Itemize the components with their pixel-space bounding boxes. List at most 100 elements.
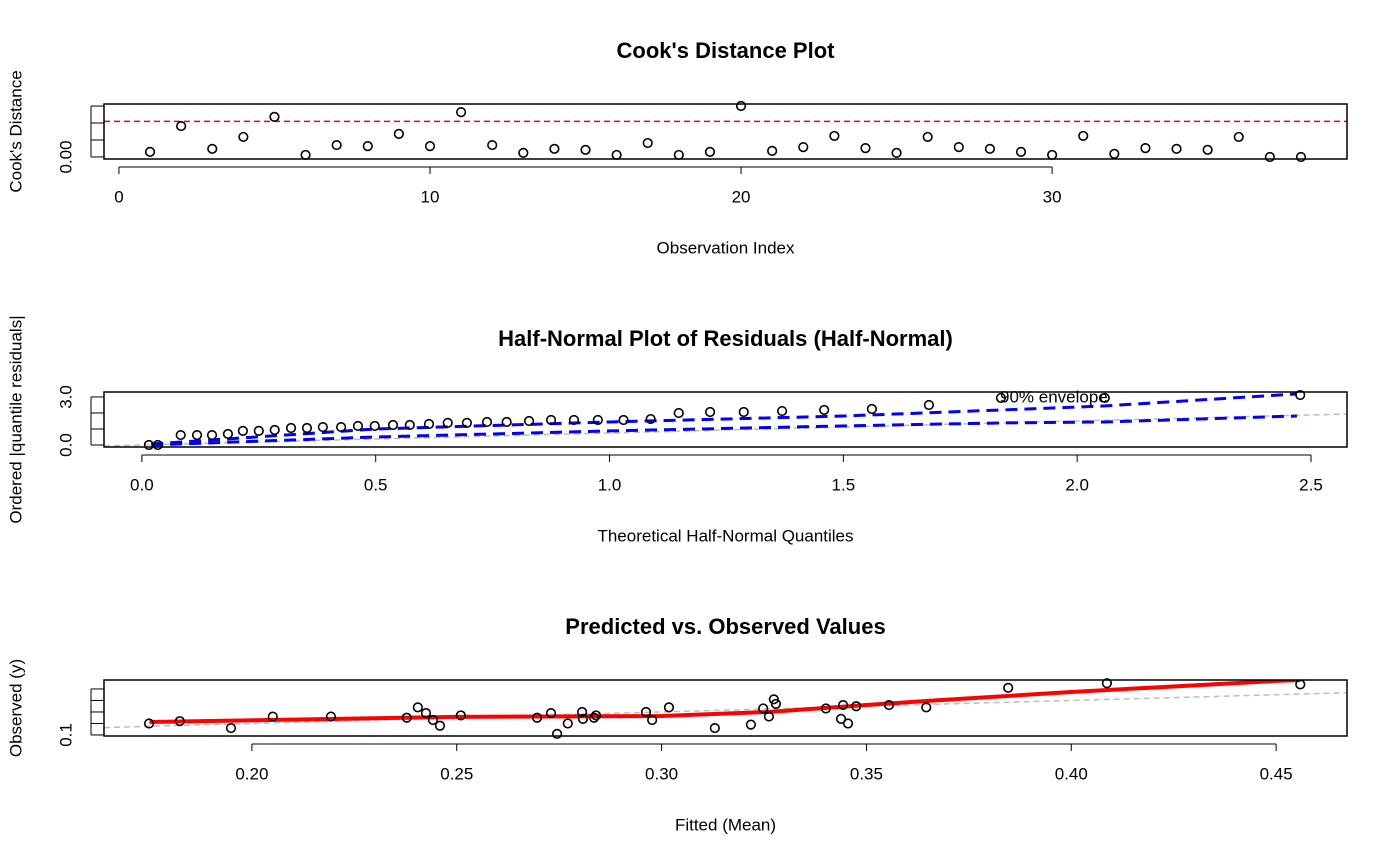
point xyxy=(238,131,249,143)
y-tick-label: 0.0 xyxy=(56,433,75,457)
plot-box xyxy=(103,391,1348,448)
point xyxy=(369,420,380,432)
point xyxy=(891,147,902,158)
point xyxy=(143,718,155,729)
point xyxy=(768,694,779,705)
x-tick-label: 2.5 xyxy=(1299,475,1323,494)
point xyxy=(835,713,847,724)
point xyxy=(176,120,187,132)
point xyxy=(1099,392,1110,404)
point xyxy=(269,111,280,123)
point xyxy=(588,712,600,723)
point xyxy=(953,142,964,153)
point xyxy=(758,703,769,714)
x-tick-label: 0.30 xyxy=(645,764,678,783)
point xyxy=(335,421,347,433)
point xyxy=(921,702,932,713)
point xyxy=(412,702,423,713)
point xyxy=(745,719,757,730)
point xyxy=(842,718,854,729)
point xyxy=(1171,143,1182,154)
envelope-upper xyxy=(151,392,1298,446)
point xyxy=(1295,151,1307,163)
x-tick-label: 0.45 xyxy=(1260,764,1293,783)
y-axis-label: Ordered |quantile residuals| xyxy=(6,315,25,523)
reference-line xyxy=(104,413,1347,447)
point xyxy=(837,699,849,711)
x-axis-label: Fitted (Mean) xyxy=(675,815,776,834)
panel: Cook's Distance Plot Observation Index Coo… xyxy=(6,38,1348,257)
point xyxy=(642,137,653,149)
x-axis-label: Observation Index xyxy=(657,238,795,257)
point xyxy=(461,417,472,429)
point xyxy=(883,699,895,711)
x-axis-label: Theoretical Half-Normal Quantiles xyxy=(597,526,853,545)
x-tick-label: 1.0 xyxy=(598,475,622,494)
point xyxy=(518,147,529,158)
point xyxy=(387,419,399,431)
point xyxy=(995,392,1007,404)
point xyxy=(207,143,218,154)
reference-line xyxy=(104,691,1347,729)
plot-area xyxy=(104,392,1347,447)
point xyxy=(152,439,163,451)
point xyxy=(206,429,218,441)
x-tick-label: 0.35 xyxy=(850,764,883,783)
plot-box xyxy=(103,103,1348,160)
panel: Predicted vs. Observed Values Fitted (Mea… xyxy=(6,614,1348,834)
point xyxy=(427,714,439,726)
x-tick-label: 0 xyxy=(114,187,123,206)
envelope-label: 90% envelope xyxy=(1000,387,1108,406)
point xyxy=(420,708,432,719)
point xyxy=(352,420,364,432)
point xyxy=(300,149,311,161)
y-axis-label: Observed (y) xyxy=(6,659,25,757)
point xyxy=(144,146,156,157)
point xyxy=(611,149,622,161)
x-tick-label: 2.0 xyxy=(1065,475,1089,494)
panel-title: Predicted vs. Observed Values xyxy=(565,614,885,639)
point xyxy=(577,706,588,718)
point xyxy=(531,712,543,723)
point xyxy=(860,143,871,154)
point xyxy=(647,714,658,726)
point xyxy=(301,422,313,434)
point xyxy=(829,130,840,142)
x-tick-label: 1.5 xyxy=(832,475,856,494)
point xyxy=(1078,130,1089,142)
panel-title: Cook's Distance Plot xyxy=(617,38,836,63)
point xyxy=(552,728,563,739)
point xyxy=(317,421,328,433)
point xyxy=(393,128,404,139)
point xyxy=(253,425,264,437)
point xyxy=(562,718,573,729)
point xyxy=(738,406,749,418)
point xyxy=(704,146,716,157)
point xyxy=(523,415,535,427)
point xyxy=(362,140,373,152)
point xyxy=(1003,682,1014,693)
point xyxy=(798,142,809,153)
point xyxy=(191,429,203,441)
point xyxy=(285,422,297,434)
point xyxy=(851,701,862,712)
point xyxy=(175,429,186,441)
point xyxy=(590,710,602,721)
point xyxy=(267,711,278,722)
point xyxy=(1140,143,1151,154)
point xyxy=(1015,146,1027,157)
x-tick-label: 0.20 xyxy=(235,764,268,783)
point xyxy=(580,144,591,155)
point xyxy=(1202,144,1213,155)
plot-area xyxy=(104,680,1347,729)
point xyxy=(618,414,629,426)
point xyxy=(481,416,493,428)
panel: Half-Normal Plot of Residuals (Half-Norm… xyxy=(6,315,1348,545)
point xyxy=(1233,131,1244,143)
point xyxy=(922,131,933,143)
point xyxy=(325,711,337,722)
point xyxy=(549,143,560,154)
point xyxy=(923,399,935,411)
point xyxy=(592,414,603,426)
